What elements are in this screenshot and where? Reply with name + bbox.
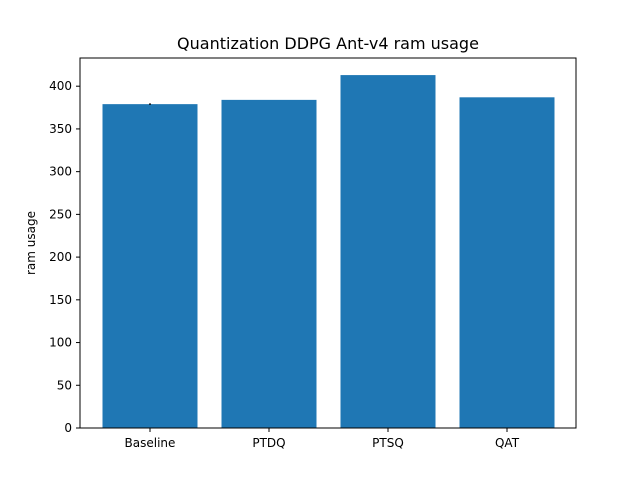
y-tick-label: 150 [49,293,72,307]
x-tick-label: PTSQ [372,436,404,450]
y-tick-label: 50 [57,378,72,392]
y-tick-label: 300 [49,165,72,179]
y-tick-label: 350 [49,122,72,136]
x-tick-label: PTDQ [252,436,285,450]
bar-qat [459,97,555,428]
plot-area: Baseline PTDQ PTSQ QAT 0 50 100 150 200 250 300 350… [49,75,555,450]
bar-ptsq [340,75,436,428]
y-tick-label: 400 [49,79,72,93]
x-tick-label: QAT [495,436,520,450]
chart-title: Quantization DDPG Ant-v4 ram usage [177,34,479,53]
plot-frame [79,57,577,429]
y-tick-label: 100 [49,336,72,350]
y-tick-label: 250 [49,207,72,221]
y-tick-label: 0 [64,421,72,435]
y-axis-label: ram usage [24,211,38,275]
x-tick-label: Baseline [125,436,176,450]
bar-ptdq [221,99,317,428]
y-tick-label: 200 [49,250,72,264]
bar-baseline [102,104,198,428]
